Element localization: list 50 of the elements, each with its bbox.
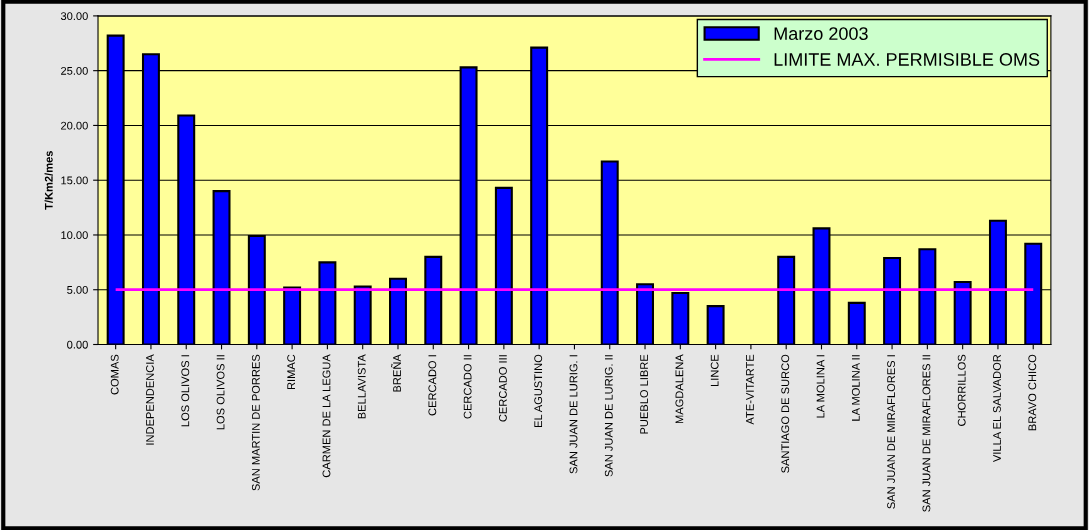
x-tick-label: BELLAVISTA [357, 354, 366, 419]
y-tick-label: 10.00 [61, 231, 88, 240]
x-tick-label: SAN JUAN DE LURIG. II [604, 355, 613, 477]
x-tick-label: BRAVO CHICO [1028, 354, 1037, 431]
x-tick-label: CERCADO III [498, 355, 507, 422]
legend-label: LIMITE MAX. PERMISIBLE OMS [774, 53, 1040, 66]
x-tick-label: PUEBLO LIBRE [640, 354, 649, 434]
bar [636, 283, 655, 345]
bar [671, 291, 690, 345]
bar [389, 277, 407, 345]
x-tick-label: LOS OLIVOS II [216, 355, 225, 430]
bar [353, 285, 372, 345]
x-tick-label: SAN JUAN DE MIRAFLORES I [887, 355, 896, 509]
legend-label: Marzo 2003 [774, 27, 868, 40]
x-tick-label: COMAS [110, 354, 119, 395]
x-tick-label: CARMEN DE LA LEGUA [322, 354, 331, 478]
y-axis-title: T/Km2/mes [44, 151, 53, 210]
x-tick-label: SAN JUAN DE MIRAFLORES II [922, 355, 931, 512]
y-tick-label: 30.00 [60, 12, 88, 21]
bar [283, 286, 302, 345]
bar [777, 255, 796, 345]
bar [424, 255, 443, 345]
x-tick-label: SANTIAGO DE SURCO [781, 354, 790, 473]
y-tick-label: 5.00 [67, 286, 88, 294]
x-tick-label: CHORRILLOS [957, 354, 966, 426]
x-tick-label: INDEPENDENCIA [146, 354, 154, 445]
x-tick-label: RIMAC [287, 354, 296, 390]
x-tick-label: SAN JUAN DE LURIG. I [569, 355, 578, 474]
bar [847, 301, 866, 345]
bar [706, 305, 725, 345]
bar [918, 248, 937, 345]
y-tick-label: 25.00 [61, 66, 88, 75]
x-tick-label: CERCADO II [463, 355, 472, 419]
x-tick-label: SAN MARTIN DE PORRES [251, 354, 260, 491]
bar [318, 261, 337, 345]
x-tick-label: BREÑA [391, 354, 401, 392]
bar [883, 256, 902, 345]
x-tick-label: EL AGUSTINO [534, 354, 543, 427]
x-tick-label: MAGDALENA [675, 354, 684, 424]
x-tick-label: LA MOLINA II [851, 355, 860, 421]
x-tick-label: LA MOLINA I [816, 355, 825, 418]
y-tick-label: 15.00 [61, 176, 88, 185]
y-tick-label: 0.00 [67, 340, 88, 349]
x-tick-label: CERCADO I [428, 355, 437, 416]
y-tick-label: 20.00 [61, 121, 88, 130]
x-tick-label: ATE-VITARTE [746, 354, 754, 425]
x-tick-label: LINCE [710, 354, 719, 387]
bar [953, 281, 972, 345]
x-tick-label: VILLA EL SALVADOR [993, 354, 1001, 463]
x-tick-label: LOS OLIVOS I [181, 355, 190, 427]
